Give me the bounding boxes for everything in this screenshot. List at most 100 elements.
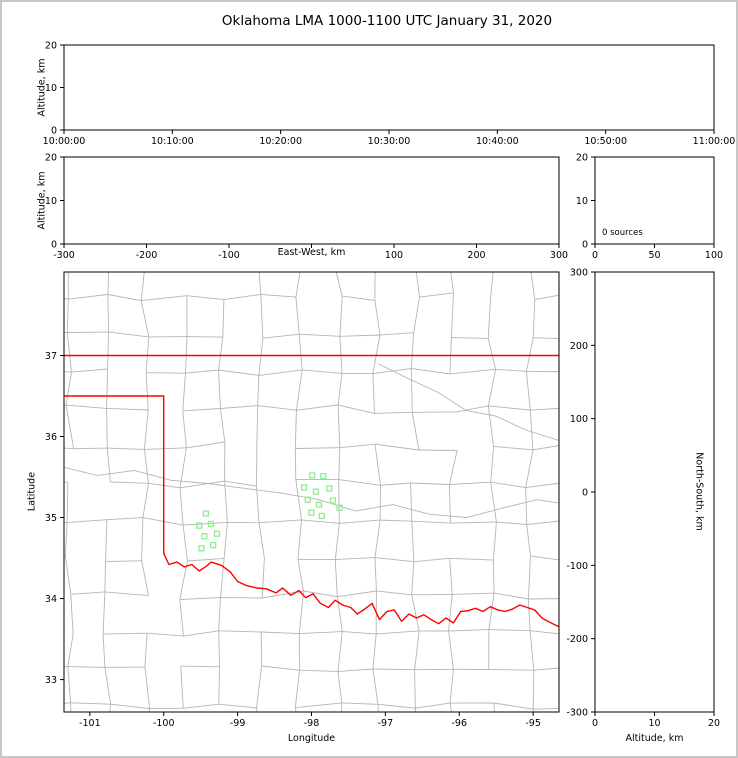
county-boundary-line [413, 297, 420, 333]
county-boundary-line [182, 373, 186, 411]
county-boundary-line [449, 669, 454, 704]
county-boundary-line [220, 405, 258, 409]
y-tick-label: 100 [570, 414, 588, 425]
county-boundary-line [492, 521, 497, 561]
county-boundary-line [64, 404, 67, 407]
county-boundary-line [374, 300, 381, 336]
y-tick-label: 34 [45, 594, 57, 605]
county-boundary-line [218, 337, 224, 371]
county-boundary-line [109, 704, 112, 712]
county-boundary-line [605, 410, 611, 446]
county-boundary-line [222, 262, 258, 263]
county-boundary-line [29, 635, 35, 670]
county-boundary-line [295, 479, 302, 520]
county-boundary-line [337, 668, 373, 672]
county-boundary-line [342, 295, 375, 301]
county-boundary-line [611, 299, 612, 336]
county-boundary-line [448, 484, 451, 524]
county-boundary-line [338, 479, 381, 486]
county-boundary-line [448, 594, 453, 632]
county-boundary-line [182, 408, 221, 412]
figure-title: Oklahoma LMA 1000-1100 UTC January 31, 2… [221, 13, 553, 29]
lma-station-marker [196, 522, 203, 529]
county-boundary-line [490, 272, 494, 297]
county-boundary-line [372, 633, 377, 670]
lma-station-marker [308, 509, 315, 516]
lma-station-marker [201, 533, 208, 540]
county-boundary-line [493, 592, 529, 600]
county-boundary-line [410, 332, 415, 369]
county-boundary-line [339, 519, 381, 524]
county-boundary-line [258, 261, 302, 262]
county-boundary-line [258, 272, 262, 295]
county-boundary-line [149, 222, 189, 227]
county-boundary-line [141, 517, 144, 561]
county-boundary-line [374, 443, 419, 451]
county-boundary-line [488, 593, 495, 630]
lma-station-marker [198, 545, 205, 552]
y-tick-label: 200 [570, 341, 588, 352]
county-boundary-line [258, 519, 302, 524]
county-boundary-line [143, 409, 149, 450]
lma-station-marker [304, 496, 311, 503]
county-boundary-line [183, 630, 219, 637]
county-boundary-line [530, 407, 559, 411]
county-boundary-line [107, 447, 145, 450]
county-boundary-line [529, 410, 534, 450]
county-boundary-line [65, 405, 75, 449]
county-boundary-line [179, 480, 225, 489]
county-boundary-line [419, 292, 454, 298]
county-boundary-line [29, 670, 35, 706]
lma-station-marker [315, 501, 323, 508]
county-boundary-line [142, 483, 149, 518]
county-boundary-line [140, 272, 145, 301]
county-boundary-line [411, 368, 450, 375]
county-boundary-line [64, 371, 72, 373]
county-boundary-line [73, 447, 108, 450]
county-boundary-line [449, 703, 452, 712]
x-tick-label: -98 [304, 718, 320, 729]
county-boundary-line [564, 482, 573, 521]
x-tick-label: 0 [592, 250, 598, 261]
county-boundary-line [299, 631, 343, 635]
county-boundary-line [487, 338, 497, 370]
county-boundary-line [260, 293, 296, 298]
county-boundary-line [488, 669, 534, 671]
county-boundary-line [525, 487, 528, 525]
county-boundary-line [258, 338, 264, 376]
county-boundary-line [144, 447, 187, 450]
county-boundary-line [179, 560, 188, 600]
county-boundary-line [297, 519, 302, 560]
county-boundary-line [220, 597, 263, 599]
county-boundary-line [261, 631, 300, 635]
county-boundary-line [189, 223, 226, 226]
county-boundary-line [413, 557, 450, 563]
y-tick-label: 0 [582, 488, 588, 499]
county-boundary-line [534, 294, 559, 301]
county-boundary-line [181, 260, 222, 262]
axis-label-altitude-time-panel: Altitude, km [36, 58, 48, 117]
county-boundary-line [487, 369, 497, 406]
county-boundary-line [532, 747, 566, 748]
county-boundary-line [608, 673, 611, 704]
county-boundary-line [187, 557, 225, 562]
county-boundary-line [340, 702, 343, 712]
county-boundary-line [411, 412, 420, 451]
county-boundary-line [302, 369, 343, 374]
county-boundary-line [374, 557, 414, 563]
county-boundary-line [218, 369, 221, 409]
county-boundary-line [569, 592, 607, 598]
x-tick-label: 100 [705, 250, 723, 261]
x-tick-label: 20 [708, 718, 720, 729]
county-boundary-line [568, 599, 569, 635]
county-boundary-line [449, 481, 491, 485]
county-boundary-line [568, 667, 608, 673]
county-boundary-line [102, 634, 106, 668]
county-boundary-line [449, 368, 496, 375]
county-boundary-line [27, 600, 30, 636]
county-boundary-line [489, 220, 530, 223]
county-boundary-line [295, 369, 303, 411]
county-boundary-line [411, 521, 415, 562]
county-boundary-line [144, 667, 151, 709]
